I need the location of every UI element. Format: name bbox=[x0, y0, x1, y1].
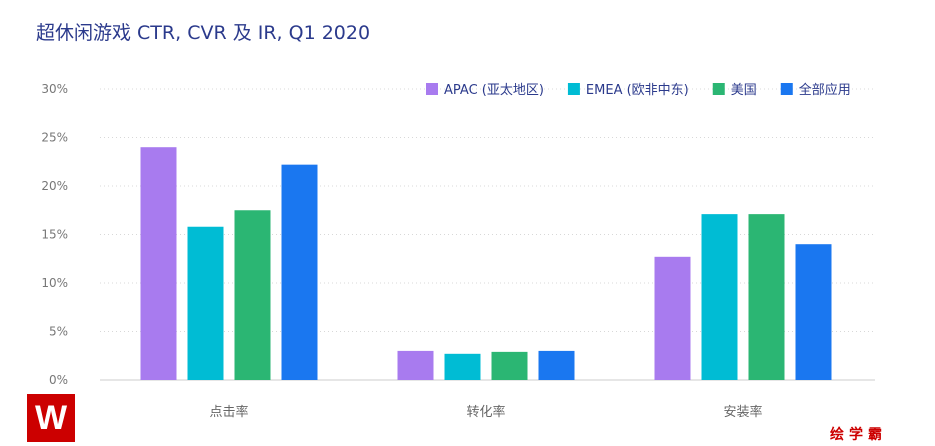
legend-swatch bbox=[567, 83, 580, 95]
x-tick-label: 转化率 bbox=[466, 404, 505, 420]
watermark-logo: W bbox=[27, 394, 75, 442]
legend-label: 美国 bbox=[731, 83, 757, 98]
legend-swatch bbox=[712, 83, 725, 95]
bar-0-2 bbox=[654, 256, 691, 380]
bar-0-0 bbox=[140, 147, 177, 380]
y-tick-label: 20% bbox=[41, 179, 68, 193]
y-tick-label: 15% bbox=[41, 228, 68, 242]
bar-2-2 bbox=[748, 214, 785, 380]
legend-swatch bbox=[780, 83, 793, 95]
chart-title: 超休闲游戏 CTR, CVR 及 IR, Q1 2020 bbox=[36, 22, 371, 44]
bar-1-1 bbox=[444, 353, 481, 380]
bar-3-1 bbox=[538, 350, 575, 380]
bar-1-2 bbox=[701, 214, 738, 380]
y-tick-label: 10% bbox=[41, 276, 68, 290]
bar-3-2 bbox=[795, 244, 832, 380]
legend-label: EMEA (欧非中东) bbox=[586, 83, 689, 98]
y-tick-label: 30% bbox=[41, 82, 68, 96]
bar-2-1 bbox=[491, 351, 528, 380]
bar-0-1 bbox=[397, 350, 434, 380]
legend-swatch bbox=[426, 83, 438, 95]
watermark-text: 绘学霸 bbox=[830, 427, 887, 443]
x-tick-label: 点击率 bbox=[209, 404, 248, 420]
y-tick-label: 0% bbox=[49, 373, 68, 387]
bar-2-0 bbox=[234, 210, 271, 380]
y-tick-label: 25% bbox=[41, 131, 68, 145]
x-tick-label: 安装率 bbox=[723, 404, 762, 420]
y-tick-label: 5% bbox=[49, 325, 68, 339]
bar-1-0 bbox=[187, 226, 224, 380]
legend-label: 全部应用 bbox=[799, 82, 851, 98]
legend-label: APAC (亚太地区) bbox=[444, 83, 544, 98]
bar-3-0 bbox=[281, 164, 318, 380]
